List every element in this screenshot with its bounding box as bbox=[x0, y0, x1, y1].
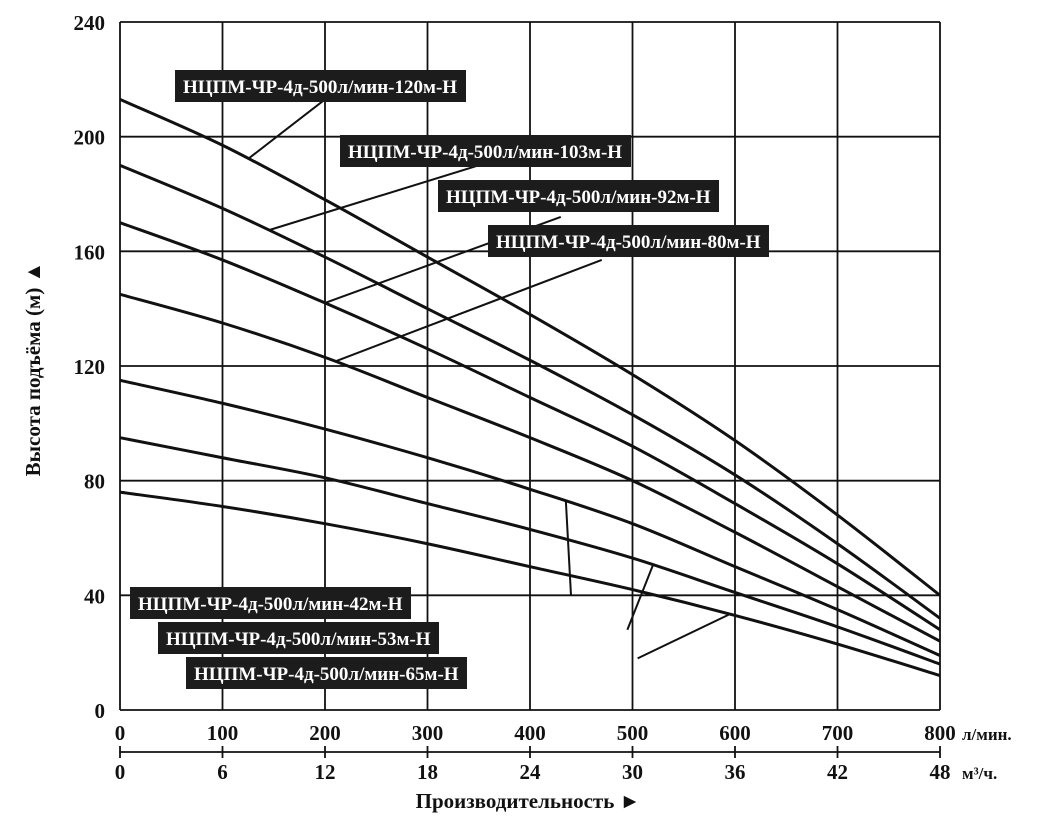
series-label-text-53: НЦПМ-ЧР-4д-500л/мин-53м-Н bbox=[166, 629, 431, 650]
x-tick-label-m3h: 48 bbox=[930, 760, 951, 784]
x-tick-label-m3h: 42 bbox=[827, 760, 848, 784]
x-tick-label-lpm: 400 bbox=[514, 721, 546, 745]
y-tick-label: 40 bbox=[84, 584, 105, 608]
series-label-text-80: НЦПМ-ЧР-4д-500л/мин-80м-Н bbox=[496, 232, 761, 253]
series-curve bbox=[119, 221, 941, 631]
x-tick-label-m3h: 24 bbox=[520, 760, 542, 784]
y-tick-label: 200 bbox=[74, 126, 106, 150]
series-label-53: НЦПМ-ЧР-4д-500л/мин-53м-Н bbox=[158, 622, 439, 654]
series-curve bbox=[119, 98, 941, 597]
y-tick-label: 80 bbox=[84, 470, 105, 494]
x-tick-label-m3h: 0 bbox=[115, 760, 126, 784]
x-tick-label-lpm: 700 bbox=[822, 721, 854, 745]
series-curve bbox=[119, 490, 941, 678]
x-axis-title: Производительность ► bbox=[416, 789, 641, 813]
y-axis-title: Высота подъёма (м) ▲ bbox=[21, 262, 45, 477]
x-tick-label-m3h: 12 bbox=[315, 760, 336, 784]
x-tick-label-lpm: 0 bbox=[115, 721, 126, 745]
series-leader-line bbox=[247, 98, 326, 160]
y-tick-label: 240 bbox=[74, 11, 106, 35]
series-curve bbox=[119, 378, 941, 657]
y-tick-label: 0 bbox=[95, 699, 106, 723]
x-tick-label-lpm: 300 bbox=[412, 721, 444, 745]
series-curve bbox=[119, 292, 941, 643]
x-tick-label-m3h: 6 bbox=[217, 760, 228, 784]
series-curve bbox=[119, 163, 941, 620]
series-label-text-42: НЦПМ-ЧР-4д-500л/мин-42м-Н bbox=[138, 594, 403, 615]
curve-layer bbox=[119, 98, 941, 678]
x-tick-label-lpm: 600 bbox=[719, 721, 751, 745]
series-label-92: НЦПМ-ЧР-4д-500л/мин-92м-Н bbox=[438, 180, 719, 212]
x-unit-lpm: л/мин. bbox=[962, 725, 1012, 744]
leader-layer bbox=[247, 98, 731, 660]
series-label-text-65: НЦПМ-ЧР-4д-500л/мин-65м-Н bbox=[194, 664, 459, 685]
series-label-box-120 bbox=[175, 70, 466, 102]
series-label-box-53 bbox=[158, 622, 439, 654]
y-tick-label: 120 bbox=[74, 355, 106, 379]
series-curve bbox=[119, 436, 941, 666]
series-label-80: НЦПМ-ЧР-4д-500л/мин-80м-Н bbox=[488, 225, 769, 257]
series-label-text-120: НЦПМ-ЧР-4д-500л/мин-120м-Н bbox=[183, 77, 457, 98]
x-tick-label-m3h: 30 bbox=[622, 760, 643, 784]
series-label-text-92: НЦПМ-ЧР-4д-500л/мин-92м-Н bbox=[446, 187, 711, 208]
y-tick-label: 160 bbox=[74, 240, 106, 264]
x-unit-m3h: м³/ч. bbox=[962, 764, 997, 783]
series-label-42: НЦПМ-ЧР-4д-500л/мин-42м-Н bbox=[130, 587, 411, 619]
series-label-box-42 bbox=[130, 587, 411, 619]
series-label-box-65 bbox=[186, 657, 467, 689]
series-label-103: НЦПМ-ЧР-4д-500л/мин-103м-Н bbox=[340, 135, 631, 167]
x-tick-label-lpm: 800 bbox=[924, 721, 956, 745]
series-label-text-103: НЦПМ-ЧР-4д-500л/мин-103м-Н bbox=[348, 142, 622, 163]
series-leader-line bbox=[626, 564, 654, 631]
x-tick-label-lpm: 100 bbox=[207, 721, 239, 745]
series-leader-line bbox=[637, 613, 731, 660]
series-label-65: НЦПМ-ЧР-4д-500л/мин-65м-Н bbox=[186, 657, 467, 689]
x-tick-label-lpm: 500 bbox=[617, 721, 649, 745]
series-leader-line bbox=[268, 164, 480, 232]
series-leader-line bbox=[334, 258, 603, 363]
series-label-box-92 bbox=[438, 180, 719, 212]
series-label-box-80 bbox=[488, 225, 769, 257]
x-tick-label-lpm: 200 bbox=[309, 721, 341, 745]
x-tick-label-m3h: 36 bbox=[725, 760, 746, 784]
x-tick-label-m3h: 18 bbox=[417, 760, 438, 784]
series-leader-line bbox=[564, 501, 572, 596]
series-label-box-103 bbox=[340, 135, 631, 167]
tick-layer: 0010062001230018400245003060036700428004… bbox=[74, 11, 956, 784]
series-label-120: НЦПМ-ЧР-4д-500л/мин-120м-Н bbox=[175, 70, 466, 102]
